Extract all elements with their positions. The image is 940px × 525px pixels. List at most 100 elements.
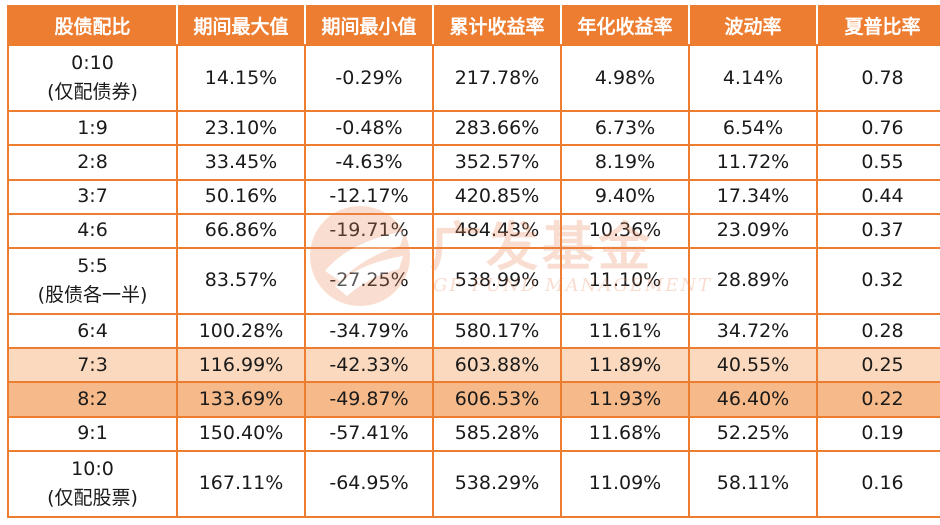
cell-annualized: 11.68%: [560, 415, 690, 452]
cell-min: -57.41%: [304, 415, 434, 452]
cell-volatility: 40.55%: [688, 347, 818, 384]
header-annualized: 年化收益率: [560, 5, 690, 46]
ratio-line: 8:2: [77, 387, 108, 410]
cell-sharpe: 0.22: [816, 381, 940, 418]
table-row: 0:10 (仅配债券) 14.15% -0.29% 217.78% 4.98% 4.14% 0…: [7, 43, 940, 113]
cell-volatility: 34.72%: [688, 313, 818, 350]
cell-cumulative: 538.99%: [432, 246, 562, 316]
header-ratio: 股债配比: [7, 5, 178, 46]
ratio-line: 4:6: [77, 219, 108, 242]
cell-ratio: 8:2: [7, 381, 178, 418]
cell-volatility: 11.72%: [688, 144, 818, 181]
ratio-line: 3:7: [77, 185, 108, 208]
cell-max: 14.15%: [176, 43, 306, 113]
cell-volatility: 58.11%: [688, 449, 818, 519]
cell-sharpe: 0.78: [816, 43, 940, 113]
cell-annualized: 11.89%: [560, 347, 690, 384]
cell-ratio: 5:5 (股债各一半): [7, 246, 178, 316]
cell-ratio: 1:9: [7, 110, 178, 147]
cell-ratio: 7:3: [7, 347, 178, 384]
ratio-line: 1:9: [77, 116, 108, 139]
cell-min: -0.29%: [304, 43, 434, 113]
cell-min: -34.79%: [304, 313, 434, 350]
cell-cumulative: 538.29%: [432, 449, 562, 519]
allocation-table: 股债配比 期间最大值 期间最小值 累计收益率 年化收益率 波动率 夏普比率 0:…: [7, 5, 940, 519]
header-sharpe: 夏普比率: [816, 5, 940, 46]
cell-sharpe: 0.25: [816, 347, 940, 384]
cell-volatility: 6.54%: [688, 110, 818, 147]
cell-sharpe: 0.37: [816, 212, 940, 249]
cell-volatility: 17.34%: [688, 178, 818, 215]
ratio-line: (仅配债券): [47, 81, 138, 104]
cell-annualized: 11.09%: [560, 449, 690, 519]
cell-volatility: 23.09%: [688, 212, 818, 249]
header-row: 股债配比 期间最大值 期间最小值 累计收益率 年化收益率 波动率 夏普比率: [7, 5, 940, 46]
cell-max: 33.45%: [176, 144, 306, 181]
cell-cumulative: 420.85%: [432, 178, 562, 215]
cell-min: -64.95%: [304, 449, 434, 519]
cell-min: -0.48%: [304, 110, 434, 147]
cell-max: 167.11%: [176, 449, 306, 519]
cell-annualized: 11.93%: [560, 381, 690, 418]
header-min: 期间最小值: [304, 5, 434, 46]
cell-ratio: 4:6: [7, 212, 178, 249]
ratio-line: 10:0: [71, 457, 114, 480]
cell-ratio: 0:10 (仅配债券): [7, 43, 178, 113]
cell-max: 66.86%: [176, 212, 306, 249]
table-row: 2:8 33.45% -4.63% 352.57% 8.19% 11.72% 0.55: [7, 144, 940, 181]
cell-max: 50.16%: [176, 178, 306, 215]
cell-annualized: 11.61%: [560, 313, 690, 350]
cell-annualized: 9.40%: [560, 178, 690, 215]
header-cumulative: 累计收益率: [432, 5, 562, 46]
cell-ratio: 6:4: [7, 313, 178, 350]
header-max: 期间最大值: [176, 5, 306, 46]
table-row: 6:4 100.28% -34.79% 580.17% 11.61% 34.72% 0.28: [7, 313, 940, 350]
cell-cumulative: 484.43%: [432, 212, 562, 249]
ratio-line: 5:5: [77, 254, 108, 277]
ratio-line: 2:8: [77, 150, 108, 173]
cell-volatility: 52.25%: [688, 415, 818, 452]
ratio-line: 0:10: [71, 52, 114, 75]
cell-annualized: 10.36%: [560, 212, 690, 249]
cell-cumulative: 283.66%: [432, 110, 562, 147]
cell-volatility: 46.40%: [688, 381, 818, 418]
cell-max: 100.28%: [176, 313, 306, 350]
cell-sharpe: 0.28: [816, 313, 940, 350]
cell-cumulative: 606.53%: [432, 381, 562, 418]
table-row: 5:5 (股债各一半) 83.57% -27.25% 538.99% 11.10% 28.8…: [7, 246, 940, 316]
table-row: 1:9 23.10% -0.48% 283.66% 6.73% 6.54% 0.76: [7, 110, 940, 147]
cell-cumulative: 352.57%: [432, 144, 562, 181]
cell-min: -27.25%: [304, 246, 434, 316]
cell-cumulative: 603.88%: [432, 347, 562, 384]
cell-cumulative: 585.28%: [432, 415, 562, 452]
cell-max: 116.99%: [176, 347, 306, 384]
cell-sharpe: 0.44: [816, 178, 940, 215]
cell-annualized: 6.73%: [560, 110, 690, 147]
cell-annualized: 11.10%: [560, 246, 690, 316]
cell-sharpe: 0.16: [816, 449, 940, 519]
cell-min: -49.87%: [304, 381, 434, 418]
cell-sharpe: 0.55: [816, 144, 940, 181]
cell-cumulative: 217.78%: [432, 43, 562, 113]
cell-min: -4.63%: [304, 144, 434, 181]
cell-sharpe: 0.76: [816, 110, 940, 147]
cell-max: 83.57%: [176, 246, 306, 316]
cell-annualized: 8.19%: [560, 144, 690, 181]
cell-annualized: 4.98%: [560, 43, 690, 113]
header-volatility: 波动率: [688, 5, 818, 46]
cell-max: 150.40%: [176, 415, 306, 452]
cell-ratio: 2:8: [7, 144, 178, 181]
table-row: 8:2 133.69% -49.87% 606.53% 11.93% 46.40% 0.22: [7, 381, 940, 418]
allocation-table-container: 股债配比 期间最大值 期间最小值 累计收益率 年化收益率 波动率 夏普比率 0:…: [7, 5, 940, 519]
cell-sharpe: 0.32: [816, 246, 940, 316]
table-row: 4:6 66.86% -19.71% 484.43% 10.36% 23.09% 0.37: [7, 212, 940, 249]
cell-sharpe: 0.19: [816, 415, 940, 452]
table-row: 10:0 (仅配股票) 167.11% -64.95% 538.29% 11.09% 58.…: [7, 449, 940, 519]
cell-ratio: 9:1: [7, 415, 178, 452]
cell-min: -12.17%: [304, 178, 434, 215]
ratio-line: (股债各一半): [37, 283, 148, 306]
ratio-line: 7:3: [77, 353, 108, 376]
cell-volatility: 28.89%: [688, 246, 818, 316]
cell-max: 23.10%: [176, 110, 306, 147]
cell-min: -42.33%: [304, 347, 434, 384]
